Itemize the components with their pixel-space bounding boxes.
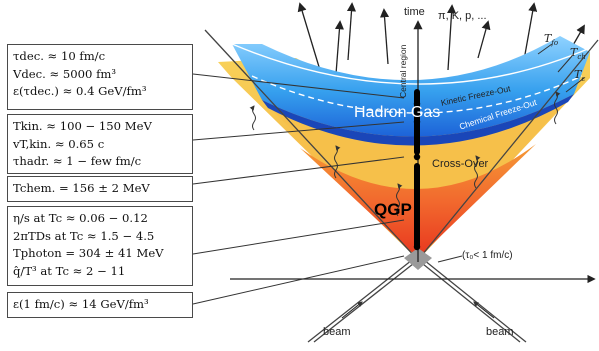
t-c-subscript: c [581, 75, 586, 84]
t-ch-symbol: T [570, 46, 578, 59]
central-region-label: Central region [398, 44, 408, 98]
tau0-label: (τ₀< 1 fm/c) [462, 250, 513, 261]
energy-density-dec-line: ε(τdec.) ≈ 0.4 GeV/fm³ [13, 84, 147, 98]
hadron-gas-label: Hadron Gas [354, 104, 441, 121]
diffusion-line: 2πTDs at Tc ≈ 1.5 − 4.5 [13, 228, 155, 243]
beam-arrows [341, 301, 495, 319]
v-dec-line: Vdec. ≈ 5000 fm³ [13, 66, 117, 81]
tau-hadr-line: τhadr. ≈ 1 − few fm/c [13, 154, 142, 168]
t-c-symbol: T [574, 68, 582, 81]
kinetic-freeze-out-curve [231, 43, 591, 85]
outgoing-particle-arrows [297, 2, 585, 91]
beam-label-left: beam [323, 326, 351, 338]
box-connector-lines [192, 73, 405, 305]
photon-wavy-arrows [249, 91, 561, 217]
qhat-line: q̂/T³ at Tc ≈ 2 − 11 [13, 263, 126, 278]
eta-over-s-line: η/s at Tc ≈ 0.06 − 0.12 [13, 211, 148, 225]
kinetic-box: Tkin. ≈ 100 − 150 MeV vT,kin. ≈ 0.65 c τ… [7, 114, 193, 174]
hadron-gas-band [232, 36, 590, 137]
t-c-label: Tc [574, 68, 585, 83]
qgp-label: QGP [374, 200, 412, 219]
temperature-pointers [537, 43, 585, 93]
t-ch-label: Tch [570, 46, 586, 61]
cross-over-label: Cross-Over [432, 158, 489, 170]
time-axis-label: time [404, 6, 425, 18]
tau-dec-line: τdec. ≈ 10 fm/c [13, 49, 106, 63]
decoupling-box: τdec. ≈ 10 fm/c Vdec. ≈ 5000 fm³ ε(τdec.… [7, 44, 193, 110]
particles-label: π, K, p, ... [438, 10, 487, 22]
chemical-box: Tchem. = 156 ± 2 MeV [7, 176, 193, 202]
t-fo-label: Tfo [544, 32, 558, 47]
t-fo-subscript: fo [551, 39, 559, 48]
t-kin-line: Tkin. ≈ 100 − 150 MeV [13, 119, 152, 133]
initial-energy-box: ε(1 fm/c) ≈ 14 GeV/fm³ [7, 292, 193, 318]
beam-label-right: beam [486, 326, 514, 338]
v-t-kin-line: vT,kin. ≈ 0.65 c [13, 136, 105, 151]
tau0-pointer [437, 255, 463, 263]
t-ch-subscript: ch [577, 53, 586, 62]
t-chem-line: Tchem. = 156 ± 2 MeV [13, 181, 150, 195]
chemical-band-edge [262, 94, 574, 146]
timeline-dots [413, 100, 421, 251]
light-cone-lines [204, 29, 599, 343]
t-photon-line: Tphoton = 304 ± 41 MeV [13, 246, 164, 260]
t-fo-symbol: T [544, 32, 552, 45]
qgp-properties-box: η/s at Tc ≈ 0.06 − 0.12 2πTDs at Tc ≈ 1.… [7, 206, 193, 286]
initial-energy-density-line: ε(1 fm/c) ≈ 14 GeV/fm³ [13, 297, 149, 311]
